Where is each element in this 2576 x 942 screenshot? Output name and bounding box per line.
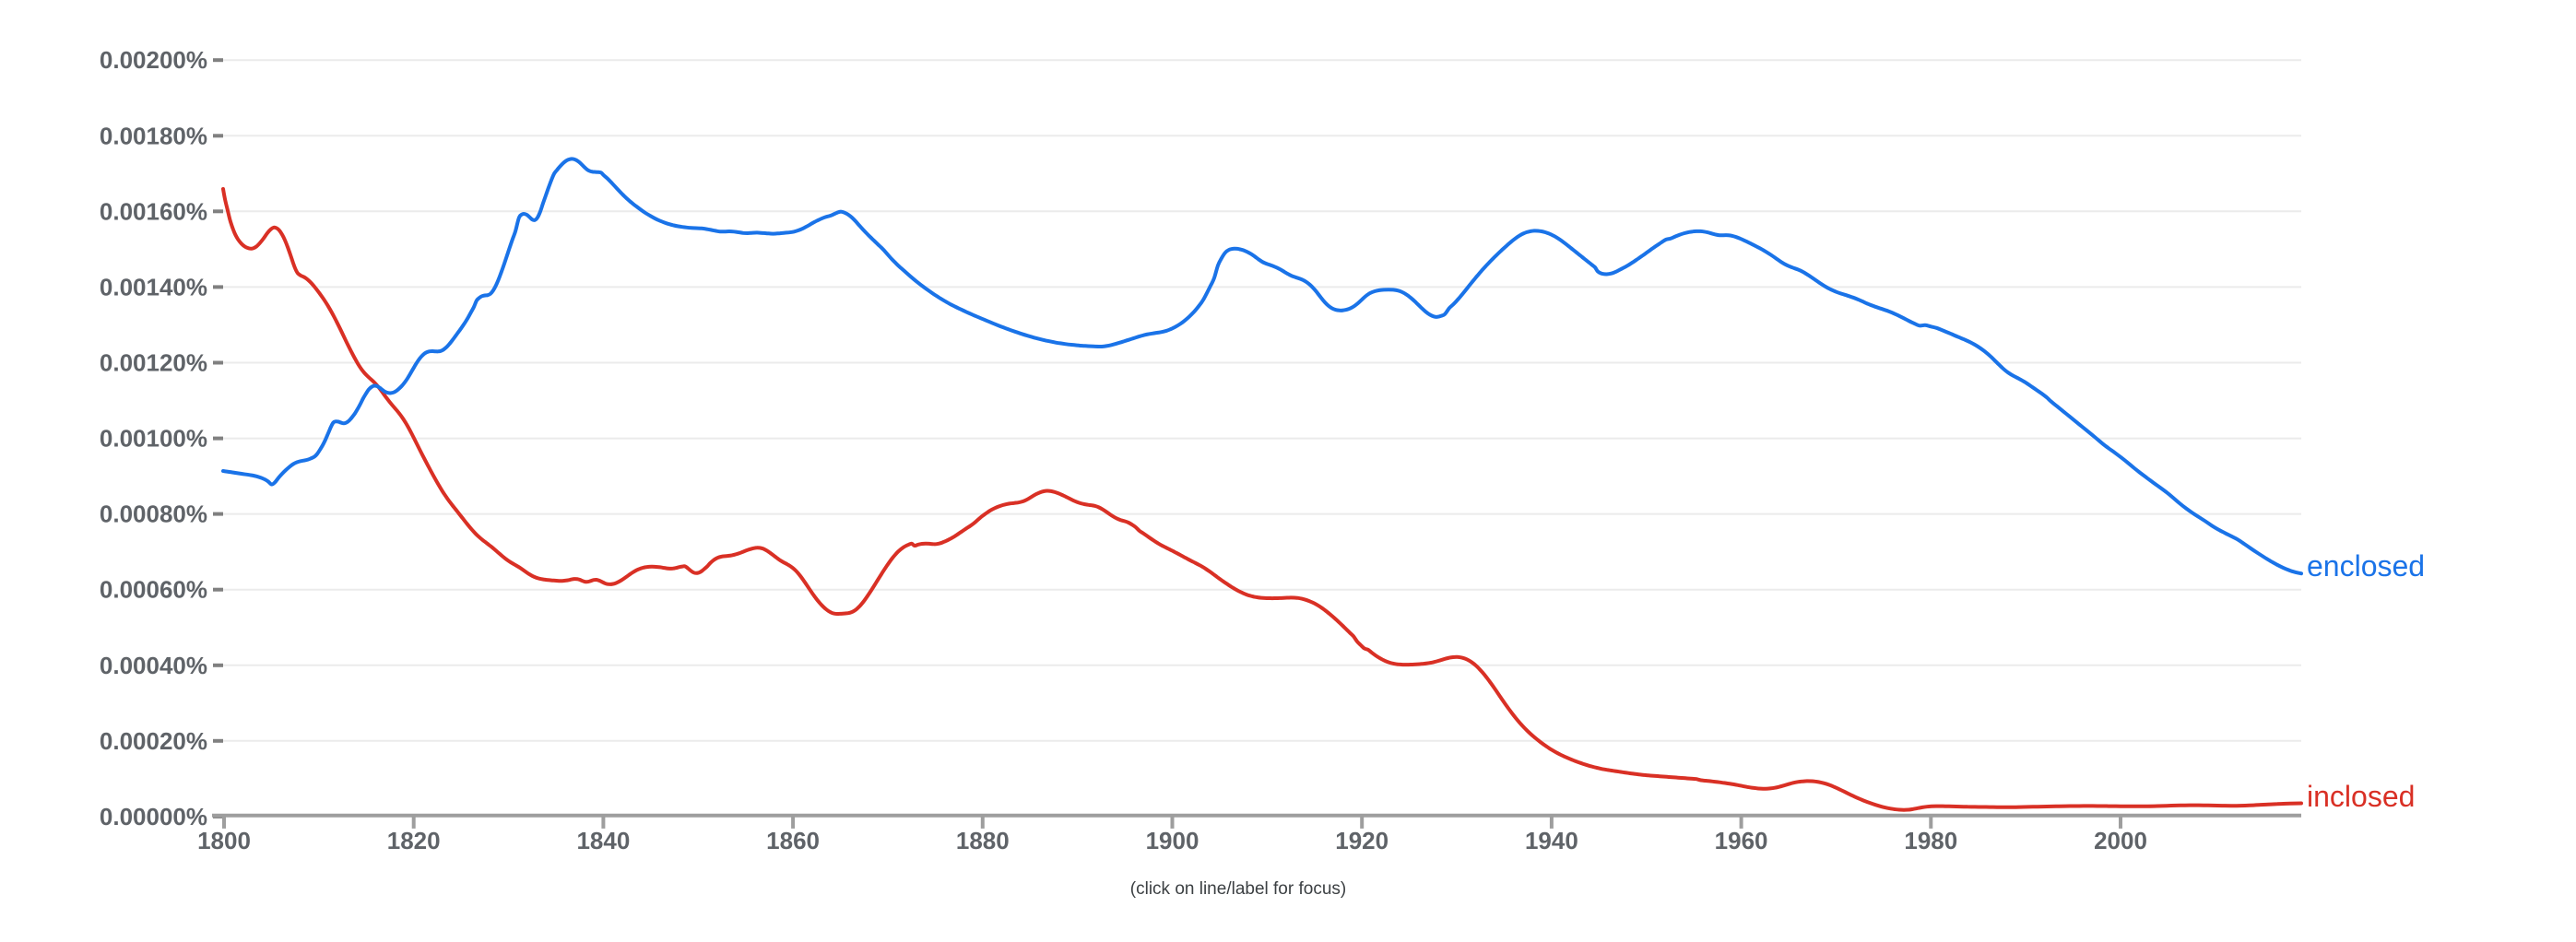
svg-text:inclosed: inclosed — [2307, 780, 2415, 813]
svg-text:1940: 1940 — [1525, 827, 1578, 854]
svg-text:0.00000%: 0.00000% — [100, 803, 207, 830]
svg-text:(click on line/label for focus: (click on line/label for focus) — [1130, 879, 1346, 899]
svg-text:0.00100%: 0.00100% — [100, 425, 207, 453]
svg-text:enclosed: enclosed — [2307, 549, 2425, 583]
svg-text:1960: 1960 — [1715, 827, 1768, 854]
svg-text:0.00200%: 0.00200% — [100, 46, 207, 74]
svg-text:0.00080%: 0.00080% — [100, 500, 207, 528]
svg-text:1920: 1920 — [1335, 827, 1388, 854]
svg-text:0.00120%: 0.00120% — [100, 349, 207, 377]
svg-text:1820: 1820 — [387, 827, 441, 854]
svg-text:1840: 1840 — [576, 827, 630, 854]
svg-text:1880: 1880 — [956, 827, 1010, 854]
svg-text:0.00160%: 0.00160% — [100, 197, 207, 225]
svg-text:0.00180%: 0.00180% — [100, 122, 207, 149]
svg-text:0.00140%: 0.00140% — [100, 273, 207, 300]
svg-text:2000: 2000 — [2094, 827, 2147, 854]
svg-text:1900: 1900 — [1146, 827, 1199, 854]
svg-text:0.00060%: 0.00060% — [100, 576, 207, 604]
svg-text:1800: 1800 — [197, 827, 251, 854]
svg-text:0.00020%: 0.00020% — [100, 727, 207, 755]
svg-text:0.00040%: 0.00040% — [100, 652, 207, 679]
svg-text:1860: 1860 — [766, 827, 820, 854]
svg-text:1980: 1980 — [1904, 827, 1957, 854]
